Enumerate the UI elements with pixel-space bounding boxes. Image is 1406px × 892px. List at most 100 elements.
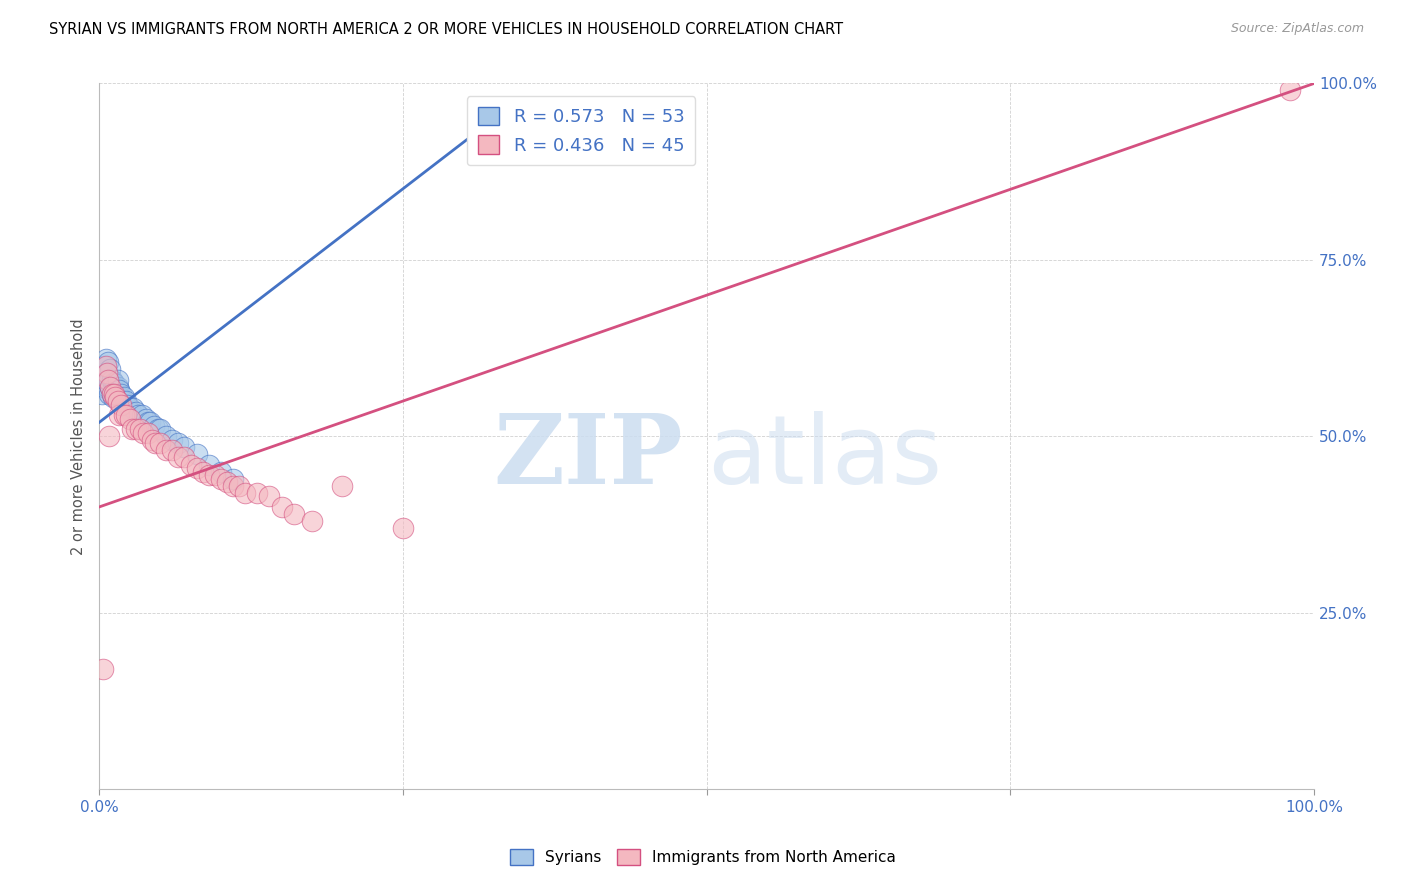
Point xyxy=(209,472,232,486)
Point xyxy=(115,408,138,422)
Point xyxy=(98,380,121,394)
Point xyxy=(127,408,149,422)
Point xyxy=(118,411,141,425)
Point xyxy=(107,394,129,409)
Point xyxy=(146,422,169,436)
Point xyxy=(107,380,129,394)
Point xyxy=(191,465,214,479)
Point xyxy=(167,450,190,465)
Point xyxy=(121,422,143,436)
Point xyxy=(104,380,127,394)
Point xyxy=(105,391,128,405)
Point xyxy=(97,376,120,391)
Point xyxy=(215,475,238,490)
Point xyxy=(392,521,415,535)
Point xyxy=(91,366,114,380)
Point xyxy=(222,472,245,486)
Point xyxy=(100,387,122,401)
Point xyxy=(93,359,115,373)
Point xyxy=(90,387,112,401)
Point xyxy=(270,500,292,514)
Point xyxy=(332,478,354,492)
Point xyxy=(173,440,195,454)
Point xyxy=(98,429,121,443)
Point xyxy=(108,408,131,422)
Point xyxy=(132,425,155,440)
Point xyxy=(104,384,127,398)
Point xyxy=(101,376,124,391)
Point xyxy=(98,380,121,394)
Point xyxy=(94,351,117,366)
Point xyxy=(301,514,323,528)
Point xyxy=(283,507,305,521)
Point xyxy=(209,465,232,479)
Point xyxy=(108,384,131,398)
Point xyxy=(104,391,127,405)
Point xyxy=(112,391,135,405)
Point xyxy=(233,485,256,500)
Point xyxy=(103,387,125,401)
Point xyxy=(135,411,157,425)
Point xyxy=(112,408,135,422)
Point xyxy=(122,401,145,415)
Point xyxy=(101,391,124,405)
Point xyxy=(100,387,122,401)
Point xyxy=(98,373,121,387)
Point xyxy=(115,394,138,409)
Point xyxy=(136,425,159,440)
Point xyxy=(103,387,125,401)
Point xyxy=(139,415,162,429)
Point xyxy=(197,458,219,472)
Point xyxy=(143,436,166,450)
Point xyxy=(167,436,190,450)
Point xyxy=(186,447,208,461)
Point xyxy=(141,433,163,447)
Legend: Syrians, Immigrants from North America: Syrians, Immigrants from North America xyxy=(503,843,903,871)
Point xyxy=(114,398,136,412)
Point xyxy=(91,662,114,676)
Point xyxy=(96,366,118,380)
Point xyxy=(204,468,226,483)
Point xyxy=(162,443,184,458)
Point xyxy=(128,422,150,436)
Point xyxy=(155,443,177,458)
Point xyxy=(162,433,184,447)
Point xyxy=(97,355,120,369)
Point xyxy=(94,359,117,373)
Text: SYRIAN VS IMMIGRANTS FROM NORTH AMERICA 2 OR MORE VEHICLES IN HOUSEHOLD CORRELAT: SYRIAN VS IMMIGRANTS FROM NORTH AMERICA … xyxy=(49,22,844,37)
Point xyxy=(100,373,122,387)
Point xyxy=(110,398,132,412)
Point xyxy=(98,387,121,401)
Point xyxy=(155,429,177,443)
Point xyxy=(125,422,148,436)
Point xyxy=(107,373,129,387)
Legend: R = 0.573   N = 53, R = 0.436   N = 45: R = 0.573 N = 53, R = 0.436 N = 45 xyxy=(467,96,696,165)
Point xyxy=(125,404,148,418)
Text: ZIP: ZIP xyxy=(494,410,682,505)
Point xyxy=(120,404,142,418)
Point xyxy=(149,422,172,436)
Point xyxy=(173,450,195,465)
Point xyxy=(228,478,250,492)
Point xyxy=(149,436,172,450)
Point xyxy=(1278,83,1301,97)
Point xyxy=(222,478,245,492)
Point xyxy=(246,485,269,500)
Point xyxy=(93,380,115,394)
Point xyxy=(103,376,125,391)
Text: atlas: atlas xyxy=(707,411,942,504)
Point xyxy=(186,461,208,475)
Point xyxy=(108,391,131,405)
Point xyxy=(197,468,219,483)
Point xyxy=(131,408,153,422)
Point xyxy=(97,373,120,387)
Point xyxy=(111,394,134,409)
Point xyxy=(259,489,281,503)
Point xyxy=(94,373,117,387)
Point xyxy=(96,366,118,380)
Point xyxy=(136,415,159,429)
Y-axis label: 2 or more Vehicles in Household: 2 or more Vehicles in Household xyxy=(72,318,86,555)
Point xyxy=(117,398,139,412)
Point xyxy=(143,418,166,433)
Point xyxy=(180,458,202,472)
